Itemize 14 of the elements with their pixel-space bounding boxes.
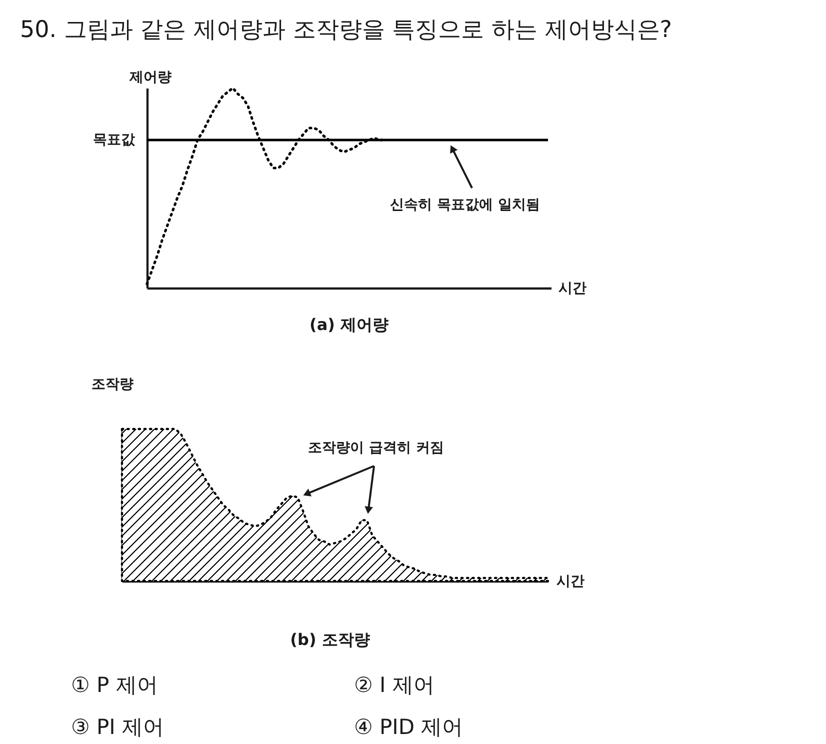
y-axis-title: 조작량: [92, 376, 134, 392]
annotation: 조작량이 급격히 커짐: [308, 440, 444, 456]
text: ③ PI 제어: [71, 715, 164, 739]
x-axis-title: 시간: [556, 574, 584, 590]
text: ② I 제어: [354, 673, 434, 697]
y-axis-title: 제어량: [128, 70, 172, 86]
text: (a) 제어량: [310, 315, 388, 334]
text: (b) 조작량: [290, 630, 370, 649]
text: ④ PID 제어: [354, 715, 464, 739]
x-axis-title: 시간: [558, 280, 586, 296]
text: ① P 제어: [71, 673, 158, 697]
ref-line-label: 목표값: [93, 132, 136, 148]
text: 50. 그림과 같은 제어량과 조작량을 특징으로 하는 제어방식은?: [20, 17, 672, 43]
annotation: 신속히 목표값에 일치됨: [390, 197, 540, 213]
